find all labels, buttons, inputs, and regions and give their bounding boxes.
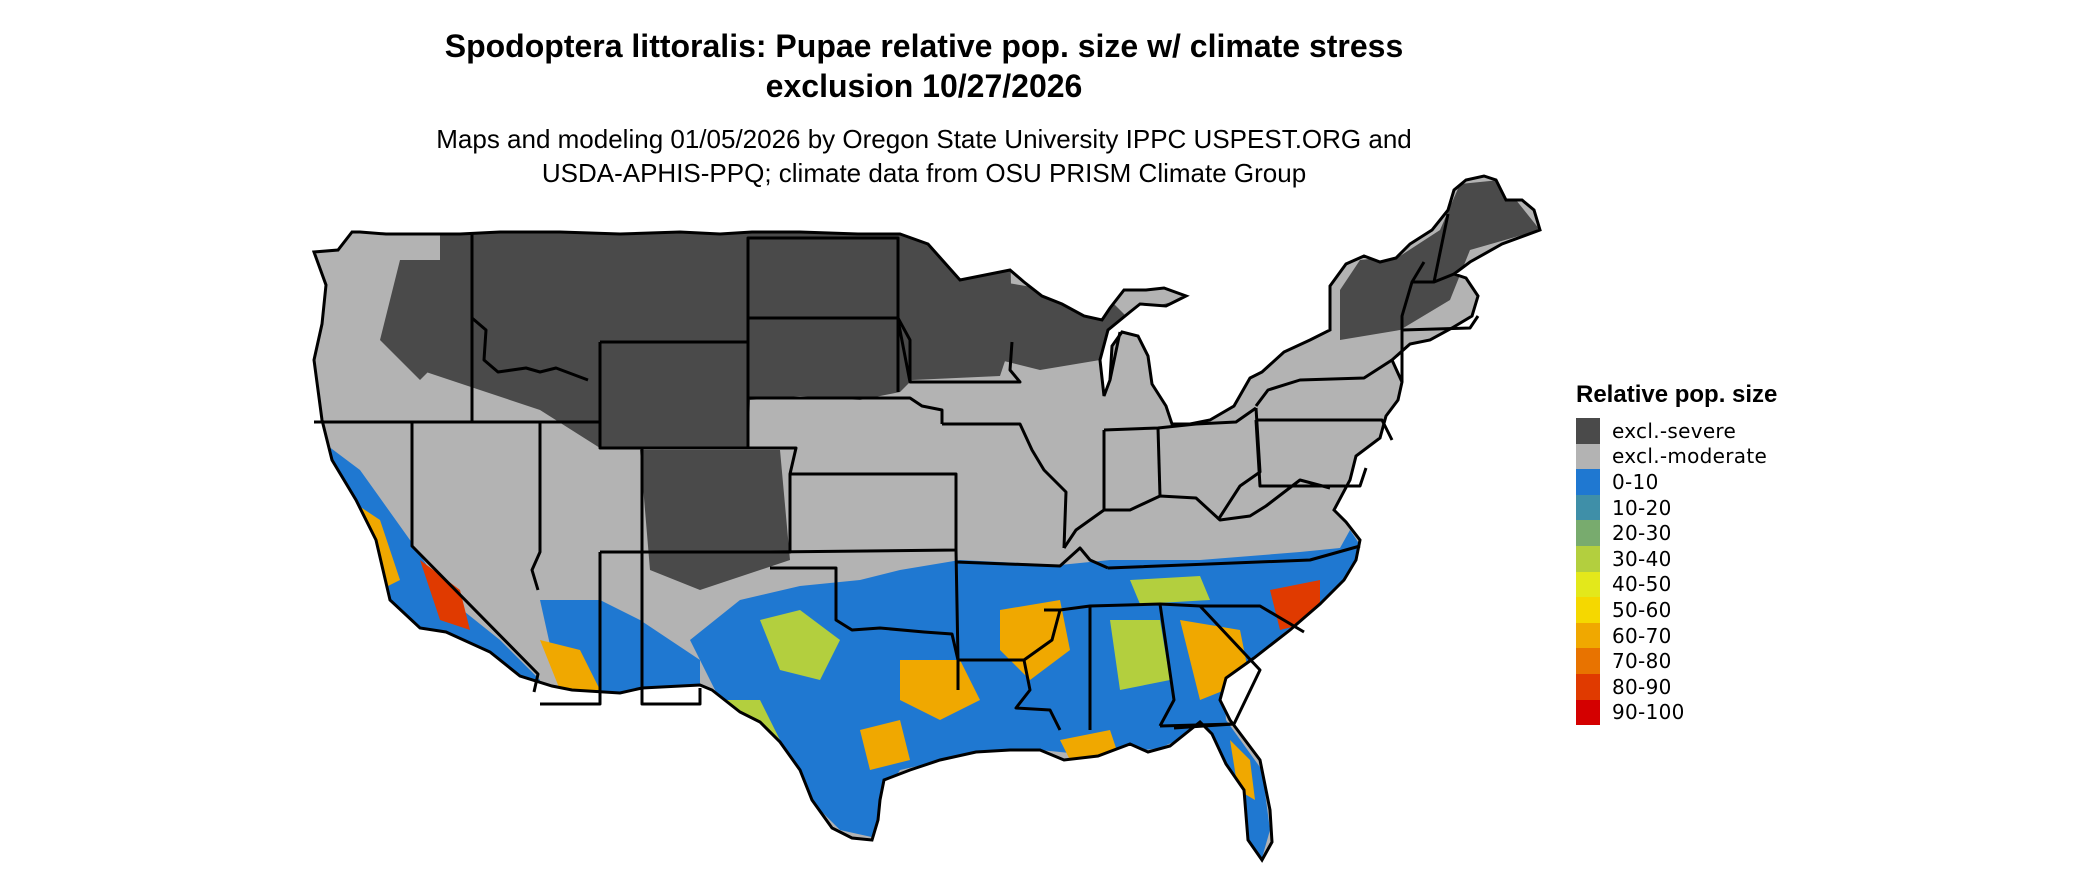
hotspot-region: [1130, 576, 1210, 604]
map-title-line-2: exclusion 10/27/2026: [765, 68, 1083, 104]
legend-item: 10-20: [1576, 494, 1876, 521]
legend-swatch: [1576, 597, 1600, 623]
state-border-missouri-iowa: [942, 422, 1068, 549]
state-border-louisiana: [958, 658, 1062, 731]
legend-swatch: [1576, 443, 1600, 470]
state-border-nevada-utah: [530, 422, 542, 591]
legend-label: 80-90: [1612, 674, 1672, 699]
state-border-sc-nc: [1200, 604, 1305, 634]
state-border-tennessee-north: [1107, 544, 1361, 570]
legend-swatch: [1576, 571, 1600, 598]
state-border-oklahoma-texas: [770, 566, 960, 661]
state-border-mo-ar-tn: [955, 546, 1109, 570]
state-border-pa-md: [1254, 419, 1368, 488]
state-border-utah-wyoming-colorado: [598, 342, 644, 552]
legend-swatch: [1576, 622, 1600, 649]
hotspot-region: [760, 610, 840, 680]
state-borders: [314, 213, 1480, 731]
us-population-map: [311, 174, 1542, 863]
state-border-idaho-montana: [470, 234, 589, 382]
legend-label: 60-70: [1612, 623, 1672, 648]
legend-item: 40-50: [1576, 571, 1876, 598]
legend-swatch: [1576, 699, 1600, 726]
map-title-line-1: Spodoptera littoralis: Pupae relative po…: [444, 28, 1404, 64]
map-subtitle: Maps and modeling 01/05/2026 by Oregon S…: [0, 122, 1848, 190]
legend-item: excl.-moderate: [1576, 443, 1876, 470]
state-border-pennsylvania: [1256, 418, 1394, 441]
legend-item: excl.-severe: [1576, 418, 1876, 444]
hotspot-region: [1110, 620, 1170, 690]
state-border-california-nevada: [410, 422, 540, 693]
legend-item: 80-90: [1576, 673, 1876, 700]
legend-label: 90-100: [1612, 700, 1685, 725]
map-legend: Relative pop. size excl.-severe excl.-mod…: [1576, 380, 1876, 726]
state-border-indiana-ohio: [1156, 427, 1162, 497]
state-border-new-york: [1254, 358, 1393, 407]
hotspot-region: [1230, 740, 1255, 800]
severe-exclusion-north: [420, 232, 1012, 448]
state-border-kentucky: [1062, 478, 1331, 549]
legend-swatch: [1576, 648, 1600, 674]
state-border-sd-nd: [748, 316, 912, 382]
legend-swatch: [1576, 673, 1600, 700]
state-border-massachusetts: [1401, 315, 1480, 332]
us-outline: [311, 174, 1542, 863]
legend-swatch: [1576, 418, 1600, 444]
severe-exclusion-colorado: [640, 450, 790, 590]
state-border-wyoming: [600, 340, 750, 450]
map-subtitle-line-1: Maps and modeling 01/05/2026 by Oregon S…: [436, 124, 1412, 154]
legend-swatch: [1576, 469, 1600, 495]
legend-label: excl.-moderate: [1612, 444, 1768, 469]
state-border-midwest: [1103, 406, 1257, 432]
legend-item: 50-60: [1576, 597, 1876, 623]
severe-exclusion-washington: [380, 260, 470, 380]
legend-swatch: [1576, 520, 1600, 546]
legend-swatch: [1576, 545, 1600, 572]
legend-item: 0-10: [1576, 469, 1876, 495]
hotspot-region: [420, 560, 470, 630]
legend-item: 70-80: [1576, 648, 1876, 674]
legend-item: 30-40: [1576, 545, 1876, 572]
legend-item: 60-70: [1576, 622, 1876, 649]
legend-swatch: [1576, 494, 1600, 521]
legend-label: 20-30: [1612, 521, 1672, 546]
state-border-kansas: [769, 472, 958, 554]
legend-items: excl.-severe excl.-moderate 0-10 10-20 20-30…: [1576, 418, 1876, 726]
legend-item: 20-30: [1576, 520, 1876, 546]
state-border-maine: [1433, 272, 1455, 284]
legend-label: 30-40: [1612, 546, 1672, 571]
legend-item: 90-100: [1576, 699, 1876, 726]
state-border-vermont-ny: [1400, 261, 1426, 382]
map-title: Spodoptera littoralis: Pupae relative po…: [0, 26, 1848, 106]
hotspot-region: [540, 640, 600, 690]
legend-label: 0-10: [1612, 469, 1659, 494]
state-border-nebraska: [748, 396, 944, 424]
state-border-alabama: [1089, 602, 1176, 727]
state-border-lake-michigan: [1108, 331, 1122, 381]
legend-label: 50-60: [1612, 597, 1672, 622]
legend-label: 10-20: [1612, 495, 1672, 520]
state-border-arkansas-ms: [1023, 608, 1062, 662]
legend-title: Relative pop. size: [1576, 381, 1778, 408]
hotspot-region: [860, 720, 910, 770]
legend-label: 70-80: [1612, 649, 1672, 674]
state-border-az-nm: [540, 552, 602, 706]
hotspot-region: [900, 660, 980, 720]
state-border-colorado: [600, 446, 798, 554]
map-subtitle-line-2: USDA-APHIS-PPQ; climate data from OSU PR…: [541, 158, 1307, 188]
state-border-minnesota: [896, 238, 1022, 384]
state-border-new-mexico: [640, 552, 702, 706]
legend-label: 40-50: [1612, 572, 1672, 597]
legend-label: excl.-severe: [1612, 418, 1737, 443]
state-border-florida-north: [1159, 722, 1235, 728]
